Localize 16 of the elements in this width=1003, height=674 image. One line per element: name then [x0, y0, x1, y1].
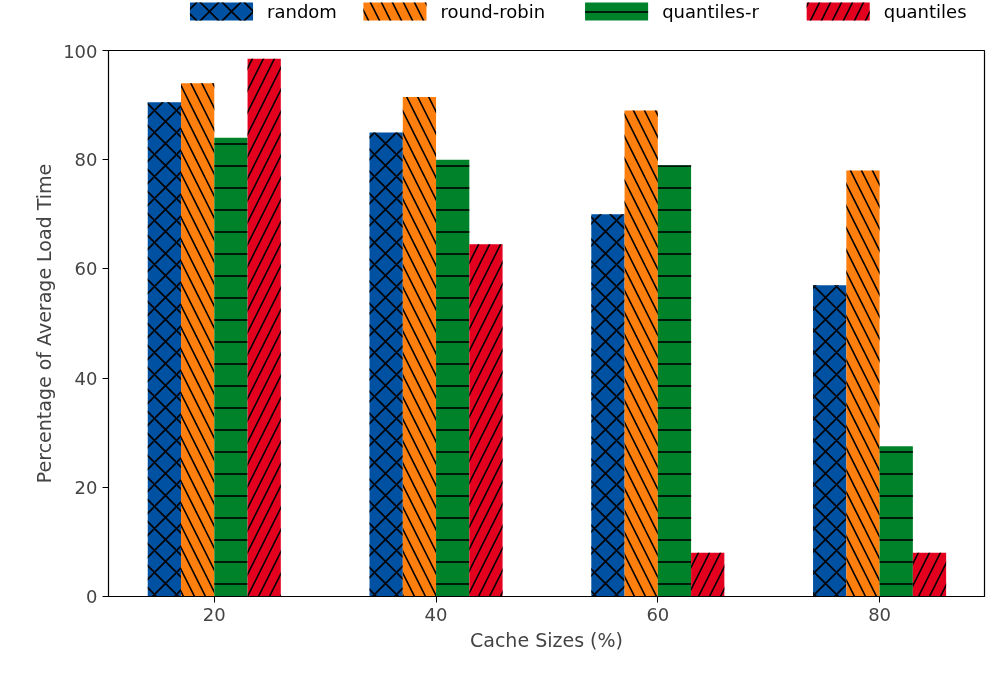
x-axis-title: Cache Sizes (%)	[470, 628, 623, 651]
legend-label: quantiles	[883, 1, 967, 22]
x-tick-label: 20	[202, 603, 226, 625]
y-tick-label: 60	[74, 258, 98, 280]
y-tick-label: 80	[74, 149, 98, 171]
x-tick-label: 80	[868, 603, 892, 625]
legend-label: quantiles-r	[662, 1, 760, 22]
x-tick-label: 40	[424, 603, 448, 625]
y-tick-label: 20	[74, 476, 98, 498]
legend-label: random	[267, 1, 337, 22]
x-tick-label: 60	[646, 603, 670, 625]
y-tick-label: 0	[86, 586, 98, 607]
y-tick-label: 100	[63, 40, 98, 62]
legend-label: round-robin	[440, 1, 546, 22]
y-axis-title: Percentage of Average Load Time	[33, 163, 56, 484]
y-tick-label: 40	[74, 367, 98, 389]
